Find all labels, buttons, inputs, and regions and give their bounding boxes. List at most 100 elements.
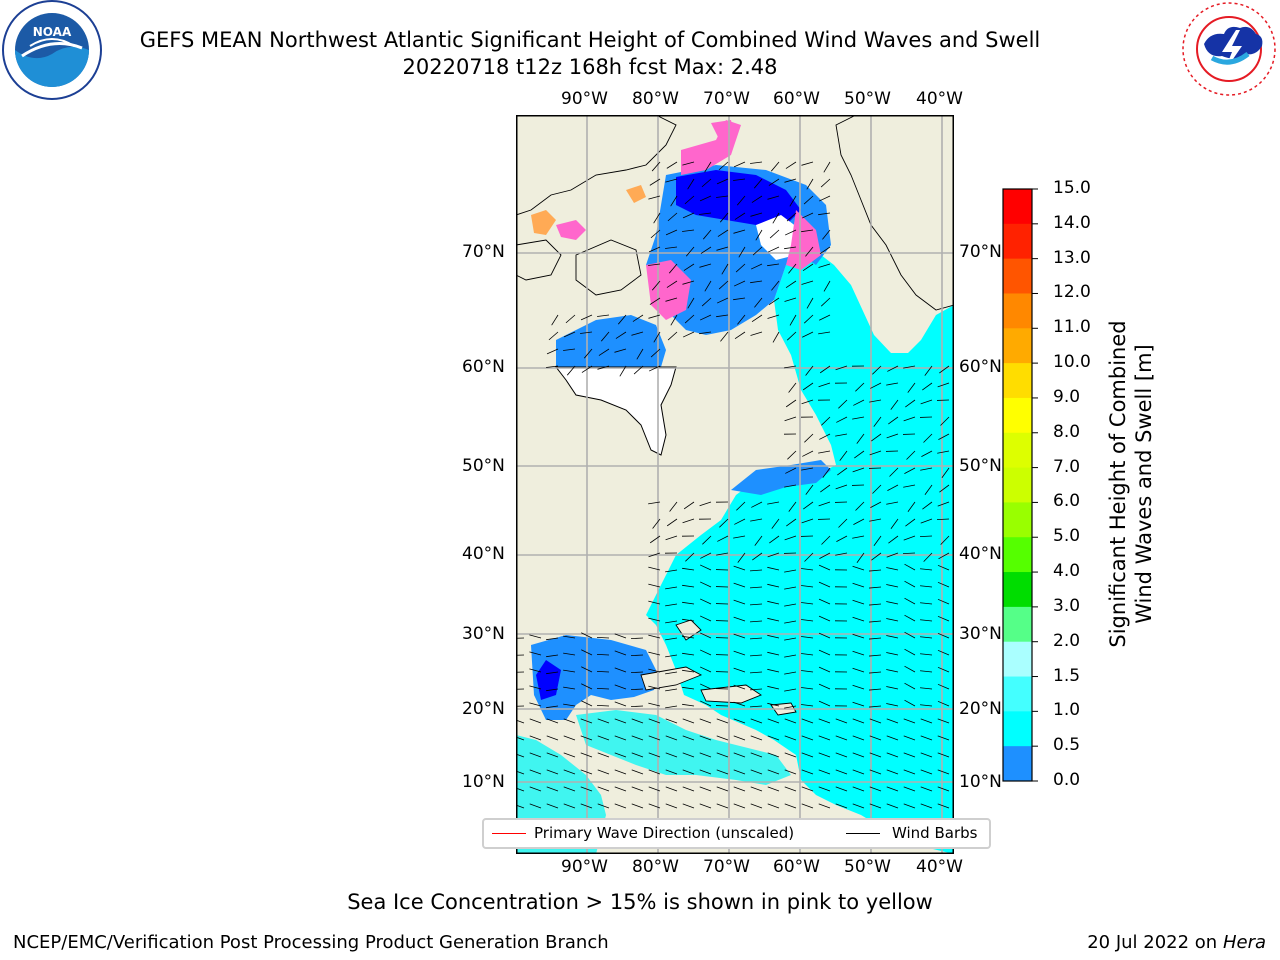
wind-barb xyxy=(904,467,916,474)
wind-barb xyxy=(871,552,882,561)
wind-barb xyxy=(716,735,729,741)
wind-barb xyxy=(668,263,678,274)
wind-barb xyxy=(754,297,763,308)
wind-barb xyxy=(619,365,627,377)
wind-barb xyxy=(920,467,933,471)
wind-barb xyxy=(648,365,661,372)
wind-barb xyxy=(940,535,950,545)
colorbar-segment xyxy=(1003,572,1032,608)
wind-barb xyxy=(665,688,678,692)
lat-label: 40°N xyxy=(959,544,1002,564)
colorbar-segment xyxy=(1003,432,1032,469)
wind-barb xyxy=(682,652,695,656)
wind-barb xyxy=(652,518,661,529)
wind-barb xyxy=(563,703,576,707)
wind-barb xyxy=(784,637,797,641)
wind-barb xyxy=(721,263,729,275)
wind-barb xyxy=(719,518,729,528)
wind-barb xyxy=(648,651,661,656)
wind-barb xyxy=(665,620,678,624)
wind-barb xyxy=(682,635,695,639)
wind-barb xyxy=(529,685,542,690)
wind-barb xyxy=(801,602,814,605)
wind-barb xyxy=(801,585,814,588)
wind-barb xyxy=(852,535,865,539)
wind-barb xyxy=(716,752,729,758)
wind-barb xyxy=(835,552,848,556)
wind-barb xyxy=(903,416,916,422)
wind-barb xyxy=(818,581,831,588)
wind-barb xyxy=(784,365,797,369)
wind-barb xyxy=(736,501,746,511)
wind-barb xyxy=(614,667,627,673)
wind-barb xyxy=(803,501,814,510)
wind-barb xyxy=(789,195,797,207)
wind-barb xyxy=(938,552,950,560)
wind-barb xyxy=(596,636,610,639)
wind-barb xyxy=(598,348,610,356)
wind-barb xyxy=(786,331,797,341)
wind-barb xyxy=(733,701,746,707)
wind-barb xyxy=(617,314,627,325)
wind-barb xyxy=(904,699,916,707)
wind-barb xyxy=(580,752,593,758)
wind-barb xyxy=(853,399,865,406)
wind-barb xyxy=(890,399,899,410)
wind-barb xyxy=(701,178,712,188)
wind-barb xyxy=(699,598,712,605)
wind-barb xyxy=(784,603,797,607)
colorbar-segment xyxy=(1003,258,1032,294)
caribbean-sea xyxy=(576,710,791,785)
wind-barb xyxy=(903,735,916,741)
wind-barb xyxy=(801,229,814,233)
wind-barb xyxy=(750,705,763,708)
wind-barb xyxy=(852,582,865,588)
wind-barb xyxy=(838,399,848,409)
wind-barb xyxy=(903,752,916,758)
wind-barb xyxy=(667,212,678,222)
wind-barb xyxy=(869,752,882,758)
wind-barb xyxy=(869,603,882,606)
gulf-of-mexico xyxy=(531,635,656,720)
wind-barb xyxy=(920,687,933,690)
colorbar-tick-label: 9.0 xyxy=(1053,386,1081,407)
colorbar-tick-label: 5.0 xyxy=(1053,526,1081,547)
wind-barb xyxy=(821,416,831,426)
wind-barb xyxy=(648,501,661,505)
wind-barb xyxy=(852,599,865,605)
wind-barb xyxy=(907,382,916,393)
footer-date-text: 20 Jul 2022 on xyxy=(1087,932,1223,953)
wind-barb xyxy=(801,769,814,775)
wind-barb xyxy=(920,735,933,741)
wind-barb xyxy=(806,178,814,190)
wind-barb xyxy=(750,518,763,522)
hudson-bay-south xyxy=(554,366,677,456)
wind-barb xyxy=(937,735,950,741)
wind-barb xyxy=(597,769,610,775)
wind-barb xyxy=(750,752,763,758)
wind-barb xyxy=(614,752,627,758)
wind-barb xyxy=(648,735,661,741)
wind-barb xyxy=(767,651,780,656)
wind-barb xyxy=(767,600,780,605)
wind-barb xyxy=(752,246,763,256)
wind-barb xyxy=(855,382,865,392)
wind-barb xyxy=(734,518,746,525)
wind-barb xyxy=(821,535,831,545)
wind-barb xyxy=(870,501,882,508)
wind-barb xyxy=(886,752,899,758)
wind-barb xyxy=(801,212,814,219)
wind-barb xyxy=(699,615,712,622)
wind-barb xyxy=(716,786,729,792)
wind-barb xyxy=(687,297,695,309)
wind-barb xyxy=(818,803,831,809)
wind-barb xyxy=(852,684,865,690)
wind-barb xyxy=(648,752,661,758)
wind-barb xyxy=(852,565,865,571)
wind-barb xyxy=(937,700,950,707)
wind-barb xyxy=(785,467,797,474)
wind-barb xyxy=(685,246,695,257)
wind-barb xyxy=(563,718,576,724)
wind-barb xyxy=(700,246,712,254)
wind-barb xyxy=(937,581,950,588)
